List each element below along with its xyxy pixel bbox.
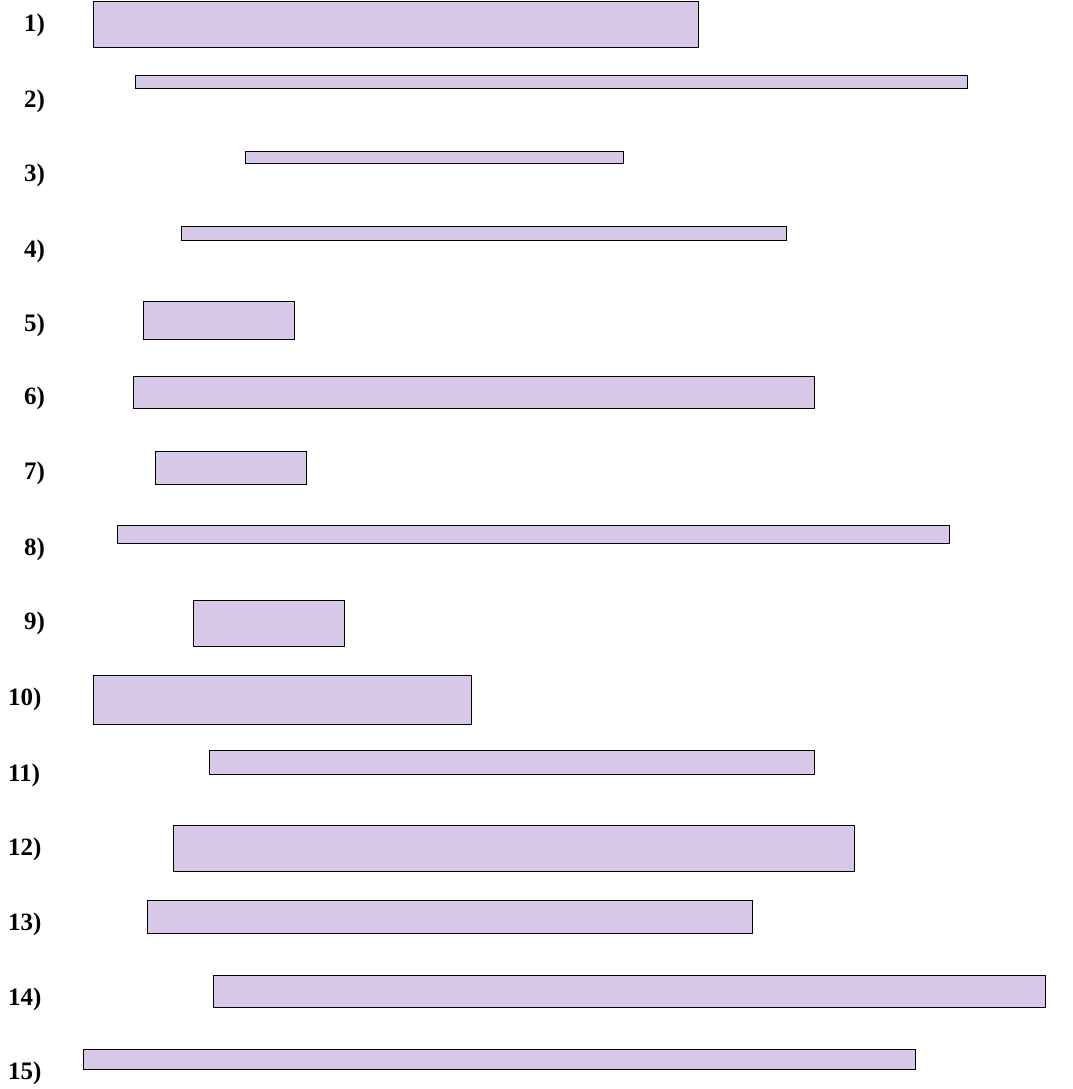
row-label-5: 5) [24, 310, 45, 337]
row-label-8: 8) [24, 534, 45, 561]
row-label-9: 9) [24, 608, 45, 635]
row-label-15: 15) [8, 1058, 42, 1085]
bar-4 [181, 226, 787, 241]
row-label-2: 2) [24, 86, 45, 113]
bar-14 [213, 975, 1046, 1008]
row-label-7: 7) [24, 458, 45, 485]
bar-1 [93, 1, 699, 48]
bar-9 [193, 600, 345, 647]
row-label-12: 12) [8, 834, 42, 861]
bar-12 [173, 825, 855, 872]
row-label-3: 3) [24, 160, 45, 187]
row-label-11: 11) [8, 760, 40, 787]
bar-6 [133, 376, 815, 409]
bar-10 [93, 675, 472, 725]
row-label-13: 13) [8, 909, 42, 936]
bar-5 [143, 301, 295, 340]
bar-13 [147, 900, 753, 934]
bar-8 [117, 525, 950, 544]
row-label-10: 10) [8, 684, 42, 711]
row-label-4: 4) [24, 236, 45, 263]
row-label-1: 1) [24, 10, 45, 37]
bar-2 [135, 75, 968, 89]
row-label-14: 14) [8, 984, 42, 1011]
bar-3 [245, 151, 624, 164]
bar-11 [209, 750, 815, 775]
bar-15 [83, 1049, 916, 1070]
bar-7 [155, 451, 307, 485]
row-label-6: 6) [24, 383, 45, 410]
